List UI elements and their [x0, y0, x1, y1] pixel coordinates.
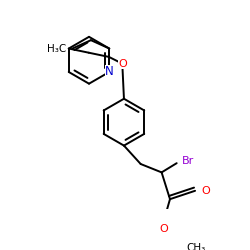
Text: O: O	[202, 186, 210, 196]
Text: H₃C: H₃C	[46, 44, 66, 54]
Text: Br: Br	[182, 156, 194, 166]
Text: N: N	[105, 66, 114, 78]
Text: CH₃: CH₃	[187, 243, 206, 250]
Text: O: O	[118, 58, 127, 68]
Text: O: O	[159, 224, 168, 234]
